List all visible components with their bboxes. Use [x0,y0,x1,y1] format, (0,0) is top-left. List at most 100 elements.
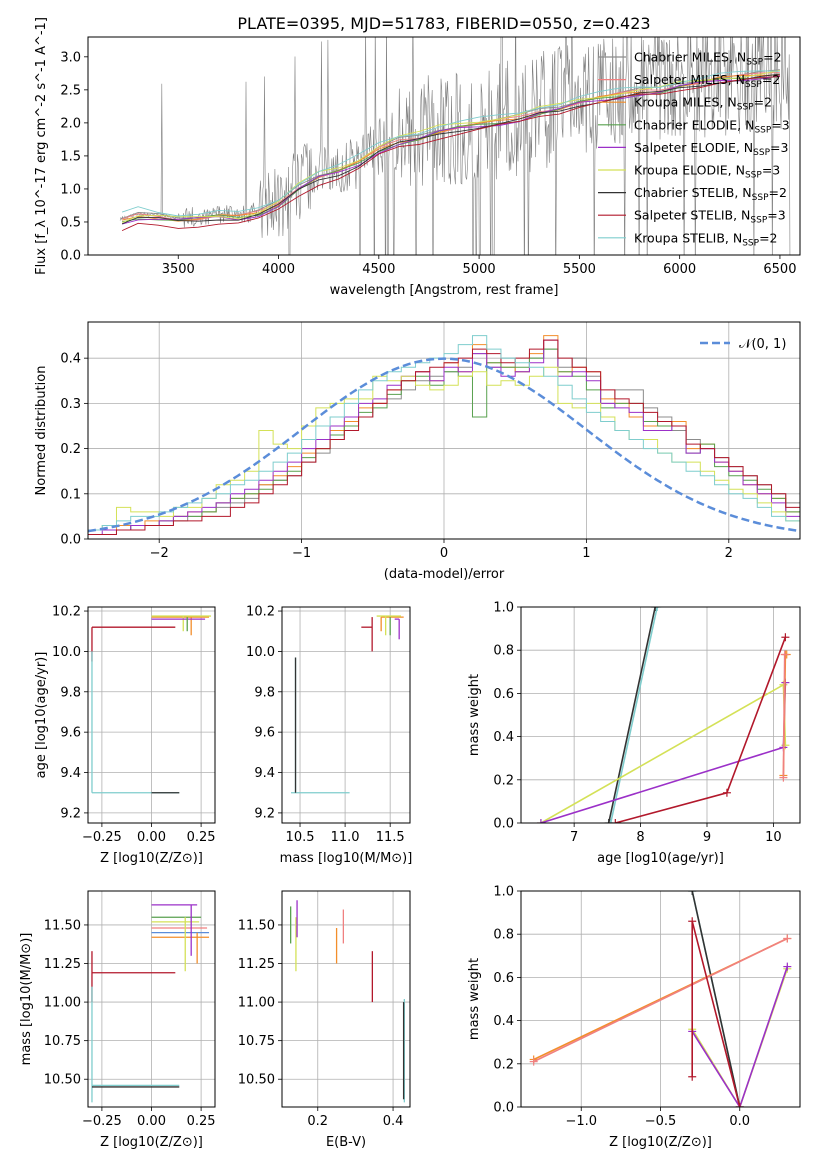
y-tick-label: 9.6 [254,726,275,741]
y-tick-label: 11.25 [44,957,81,972]
y-tick-label: 1.0 [493,601,514,616]
x-tick-label: −0.25 [82,830,122,845]
weight-line-1 [607,607,656,823]
chart-massweight-vs-age: 7 8 9 10 0.0 0.2 0.4 0.6 0.8 1.0 age [log10(age/yr… [467,601,801,866]
observed-spectrum-line [119,37,791,255]
axes-frame [87,890,216,1108]
y-tick-label: 11.50 [44,918,81,933]
plot-area [91,615,212,794]
x-tick-label: 11.0 [331,830,360,845]
x-tick-label: 0.25 [187,1114,216,1129]
y-axis-label: Normed distribution [34,366,49,496]
y-tick-label: 10.50 [44,1073,81,1088]
weight-line-1 [691,891,741,1107]
legend-value: =2 [762,72,780,87]
x-tick-label: 10 [765,830,782,845]
legend-subscript: SSP [750,216,767,226]
model-line-7 [121,76,780,232]
legend-value: =2 [759,230,777,245]
y-tick-label: 10.2 [52,605,81,620]
y-tick-label: 10.2 [246,605,275,620]
y-tick-label: 0.0 [60,249,81,264]
x-tick-label: −1.0 [565,1114,597,1129]
y-tick-label: 0.0 [60,533,81,548]
x-axis-label: Z [log10(Z/Z⊙)] [100,851,203,866]
y-tick-label: 0.2 [493,1057,514,1072]
y-tick-label: 0.4 [60,352,81,367]
legend-subscript: SSP [753,148,770,158]
weight-line-0 [609,607,658,823]
legend-label-8: Kroupa STELIB, NSSP=2 [634,230,778,248]
x-tick-label: 6000 [663,262,696,277]
axes-frame [281,606,411,824]
weight-line-5 [691,966,789,1107]
x-tick-label: 0.4 [383,1114,404,1129]
legend-label-4: Salpeter ELODIE, NSSP=3 [634,140,788,158]
chart-mass-vs-Z: −0.25 0.00 0.25 10.50 10.75 11.00 11.25 11.50 Z … [19,890,216,1150]
x-axis-label: mass [log10(M/M⊙)] [280,851,413,866]
x-axis-label: wavelength [Angstrom, rest frame] [330,283,559,298]
y-tick-label: 3.0 [60,50,81,65]
legend-subscript: SSP [746,58,763,68]
model-line-6 [121,73,780,225]
y-tick-label: 0.0 [493,817,514,832]
y-tick-label: 9.2 [60,806,81,821]
chart-age-vs-mass: 10.5 11.0 11.5 9.2 9.4 9.6 9.8 10.0 10.2 mass [lo… [246,605,412,866]
gaussian-curve [88,357,800,533]
y-tick-label: 11.25 [238,957,275,972]
model-line-8 [121,70,780,217]
y-tick-label: 11.00 [44,996,81,1011]
x-axis-label: (data-model)/error [384,567,505,582]
axes-frame [87,606,216,824]
figure-title: PLATE=0395, MJD=51783, FIBERID=0550, z=0… [237,14,650,33]
y-tick-label: 1.0 [60,182,81,197]
histogram-6 [88,335,800,531]
y-tick-label: 10.50 [238,1073,275,1088]
x-tick-label: 0.2 [307,1114,328,1129]
weight-line-6 [782,654,786,778]
axes-frame [87,36,801,256]
x-tick-label: 0.00 [137,1114,166,1129]
y-tick-label: 9.2 [254,806,275,821]
y-tick-label: 10.0 [246,645,275,660]
legend-subscript: SSP [737,103,754,113]
y-tick-label: 2.5 [60,83,81,98]
y-tick-label: 0.3 [60,397,81,412]
legend-subscript: SSP [745,171,762,181]
y-axis-label: Flux [f_λ 10^-17 erg cm^-2 s^-1 A^-1] [34,17,49,275]
legend-value: =3 [762,163,780,178]
y-tick-label: 9.8 [60,685,81,700]
y-tick-label: 9.8 [254,685,275,700]
y-tick-label: 10.0 [52,645,81,660]
x-tick-label: 5500 [563,262,596,277]
legend-value: =2 [763,50,781,65]
plot-area [88,335,800,535]
x-axis-label: E(B-V) [326,1135,366,1150]
x-tick-label: 0.00 [137,830,166,845]
legend-value: =3 [767,208,785,223]
legend-label-gaussian: 𝒩(0, 1) [739,337,786,352]
x-tick-label: 0.0 [729,1114,750,1129]
x-tick-label: 8 [636,830,644,845]
weight-line-2 [540,683,787,823]
legend-label-6: Chabrier STELIB, NSSP=2 [634,185,787,203]
x-tick-label: 2 [725,546,733,561]
y-tick-label: 0.1 [60,487,81,502]
legend-value: =2 [754,95,772,110]
x-tick-label: −0.5 [645,1114,677,1129]
plot-area [529,891,792,1107]
axes-frame [281,890,411,1108]
x-axis-label: age [log10(age/yr)] [597,851,724,866]
y-axis-label: mass weight [467,674,482,756]
y-tick-label: 1.0 [493,885,514,900]
y-tick-label: 10.75 [238,1034,275,1049]
legend-value: =2 [769,185,787,200]
legend-subscript: SSP [752,193,769,203]
y-tick-label: 0.8 [493,928,514,943]
x-tick-label: 9 [703,830,711,845]
legend-subscript: SSP [745,80,762,90]
y-tick-label: 0.0 [493,1101,514,1116]
y-tick-label: 0.5 [60,215,81,230]
axes-frame [87,321,801,540]
